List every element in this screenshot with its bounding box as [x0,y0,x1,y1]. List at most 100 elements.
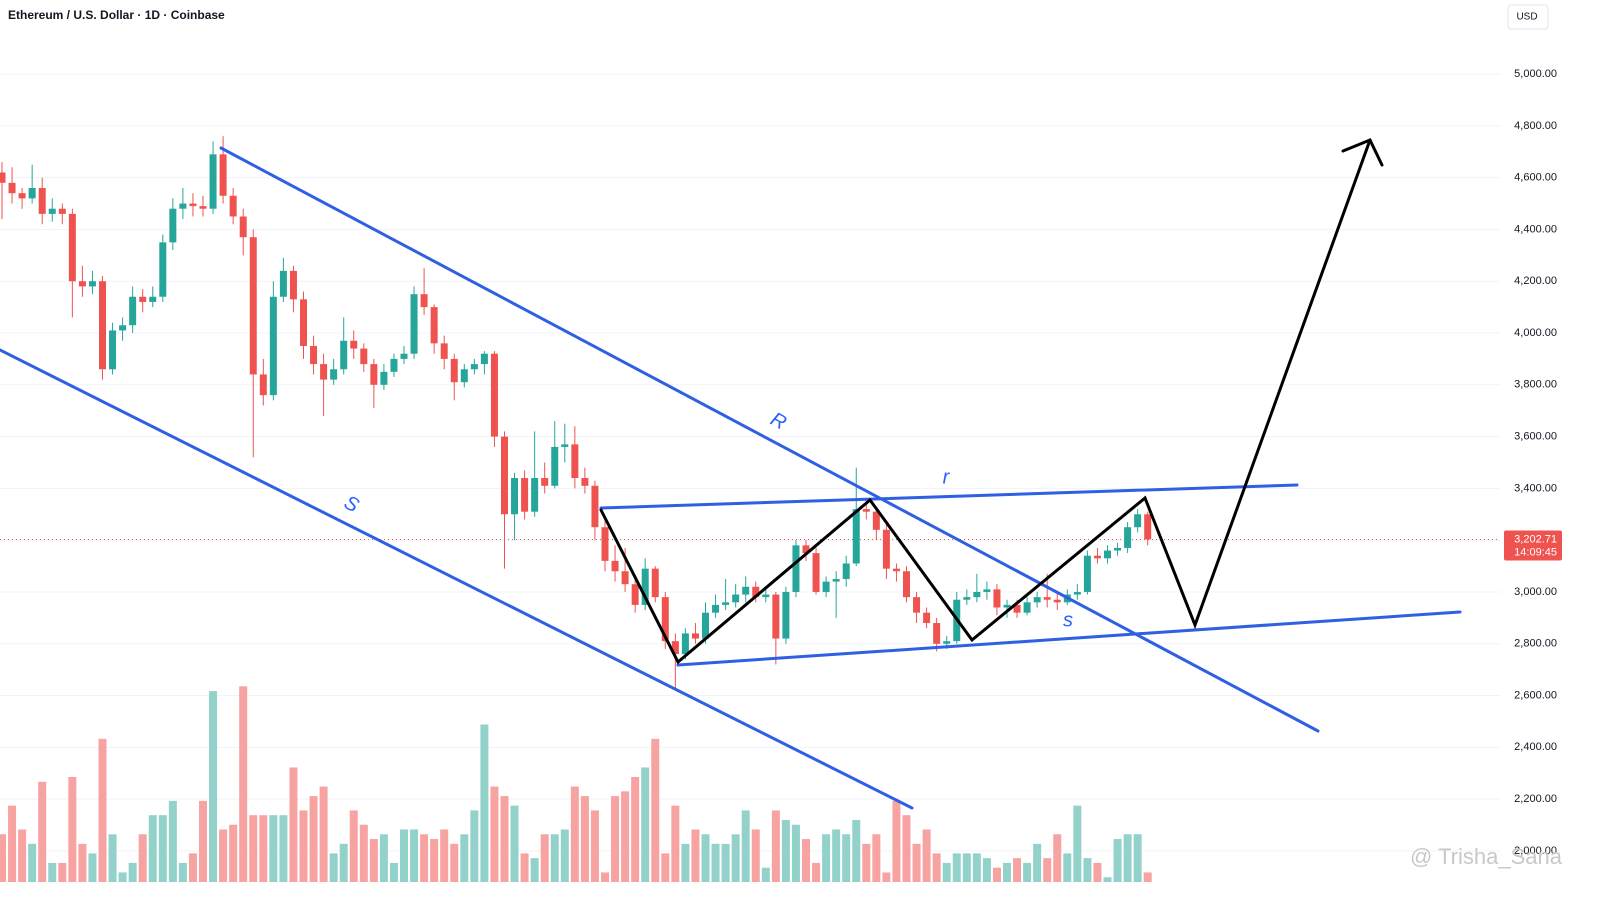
range-top-line [599,483,1299,510]
volume-bar [460,834,469,882]
y-tick-label: 3,000.00 [1514,586,1557,598]
candle-body [913,597,921,613]
candle-body [651,568,659,598]
volume-bar [962,853,971,882]
volume-bar [661,853,670,882]
candle-body [48,208,56,214]
pattern-label: s [1063,609,1073,631]
candle-body [1023,602,1031,613]
candle-body [842,563,850,580]
candle-body [591,485,599,528]
candle-body [762,594,770,598]
y-tick-label: 3,600.00 [1514,430,1557,442]
candle-body [259,374,267,396]
volume-bar [108,834,117,882]
volume-bar [319,786,328,882]
volume-bar [470,810,479,882]
candles [0,136,1152,691]
volume-bar [0,834,6,882]
volume-bar [48,862,57,882]
candle-body [712,604,720,613]
volume-bar [1113,839,1122,882]
candle-body [169,208,177,243]
y-tick-label: 4,000.00 [1514,327,1557,339]
candle-body [933,623,941,644]
candle-body [681,633,689,655]
candle-body [380,371,388,385]
candle-body [1013,604,1021,613]
projection-path [599,138,1372,665]
volume-bar [590,810,599,882]
candle-body [661,597,669,642]
volume-bar [1053,834,1062,882]
volume-bar [832,829,841,882]
volume-bar [1093,862,1102,882]
volume-bar [450,843,459,882]
volume-bar [550,834,559,882]
candle-body [400,353,408,359]
candle-body [641,568,649,605]
volume-bar [912,843,921,882]
candle-body [300,299,307,346]
volume-bar [88,853,97,882]
candle-body [470,364,478,370]
volume-bar [892,800,901,882]
volume-bar [982,858,991,882]
volume-bar [721,843,730,882]
volume-bar [289,767,298,882]
candle-body [742,586,750,595]
volume-bar [1133,834,1142,882]
candle-body [551,446,559,486]
volume-bar [259,815,268,882]
volume-bar [812,862,821,882]
currency-button[interactable] [1507,4,1549,30]
volume-bar [510,805,519,882]
volume-bar [389,862,398,882]
candle-body [1043,597,1051,600]
volume-bar [711,843,720,882]
volume-bar [1023,862,1032,882]
volume-bar [761,867,770,882]
candle-body [239,216,247,238]
volume-bar [932,853,941,882]
y-tick-label: 4,800.00 [1514,120,1557,132]
y-tick-label: 5,000.00 [1514,68,1557,80]
volume-bar [1013,858,1022,882]
volume-bar [239,686,248,882]
volume-bar [822,834,831,882]
candle-body [792,545,800,592]
volume-bar [952,853,961,882]
candle-body [330,369,338,380]
volume-bar [440,829,449,882]
candle-body [8,182,16,194]
y-tick-label: 3,800.00 [1514,379,1557,391]
volume-bar [1083,858,1092,882]
candle-body [973,591,981,598]
last-price-tag [1504,530,1562,561]
y-tick-label: 2,800.00 [1514,638,1557,650]
volume-bar [379,834,388,882]
candle-body [209,154,217,209]
volume-pane [0,686,1152,882]
candle-body [99,281,106,370]
candle-body [189,203,197,207]
volume-bar [1143,872,1152,882]
candle-body [460,369,468,383]
candle-body [480,353,488,365]
y-tick-label: 2,200.00 [1514,793,1557,805]
volume-bar [802,839,810,882]
candle-body [1114,547,1122,551]
y-tick-label: 2,000.00 [1514,845,1557,857]
volume-bar [490,786,499,882]
candle-body [752,586,760,598]
candle-body [732,594,740,603]
candle-body [109,330,117,370]
volume-bar [530,858,539,882]
volume-bar [158,815,167,882]
volume-bar [339,843,348,882]
volume-bar [309,796,318,882]
volume-bar [279,815,288,882]
volume-bar [681,843,690,882]
volume-bar [68,777,77,882]
candle-body [691,633,699,639]
